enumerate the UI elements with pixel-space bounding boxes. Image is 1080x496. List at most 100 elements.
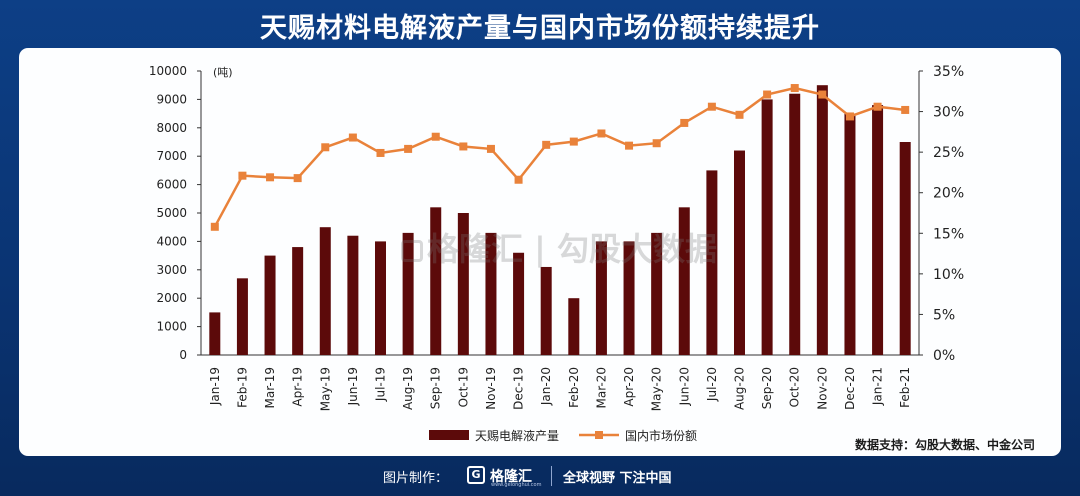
y-right-tick-label: 5% <box>933 307 955 323</box>
y-right-tick-label: 0% <box>933 348 955 364</box>
x-tick-label: Jun-19 <box>346 367 360 406</box>
share-point <box>542 140 551 149</box>
footer-brand-url: www.gelonghui.com <box>491 482 542 488</box>
y-right-tick-label: 25% <box>933 145 964 161</box>
bar <box>623 241 635 355</box>
footer-slogan: 全球视野 下注中国 <box>563 471 672 486</box>
x-tick-label: Sep-19 <box>429 367 443 409</box>
x-tick-label: Mar-20 <box>594 367 608 408</box>
share-point <box>293 174 302 183</box>
y-right-tick-label: 15% <box>933 226 964 242</box>
combo-chart: 0 1000 2000 3000 4000 5000 6000 7000 8000 9000 100… <box>149 64 964 443</box>
x-tick-label: Dec-19 <box>512 367 526 410</box>
y-left-tick-label: 5000 <box>156 206 187 220</box>
legend-bar-swatch <box>429 430 469 440</box>
legend-line-label: 国内市场份额 <box>625 428 697 443</box>
share-point <box>625 141 634 150</box>
watermark: 格隆汇 | 勾股大数据 <box>401 224 717 270</box>
bar <box>485 232 497 355</box>
share-point <box>210 222 219 231</box>
bar <box>678 207 690 355</box>
x-tick-label: Sep-20 <box>760 367 774 409</box>
share-point <box>348 133 357 142</box>
bar <box>734 150 745 355</box>
bar <box>347 235 359 355</box>
x-tick-label: Dec-20 <box>843 367 857 410</box>
footer-divider <box>551 466 552 486</box>
y-left-tick-label: 3000 <box>156 263 187 277</box>
share-point <box>707 102 716 111</box>
share-point <box>735 110 744 119</box>
bar <box>457 213 469 355</box>
x-tick-label: Feb-19 <box>235 367 249 408</box>
x-tick-label: Oct-19 <box>456 367 470 407</box>
share-point <box>873 102 882 111</box>
x-tick-label: Oct-20 <box>788 367 802 407</box>
source-note: 数据支持：勾股大数据、中金公司 <box>854 438 1035 452</box>
x-tick-label: Feb-21 <box>898 367 912 408</box>
bar <box>375 241 386 355</box>
share-point <box>818 90 827 99</box>
bar <box>568 298 580 355</box>
share-point <box>431 132 440 141</box>
share-point <box>404 144 413 153</box>
y-right-tick-label: 35% <box>933 64 964 80</box>
x-tick-label: Jan-20 <box>539 367 553 406</box>
share-line <box>213 86 906 228</box>
y-left-tick-label: 10000 <box>149 64 187 78</box>
bar <box>816 85 828 355</box>
y-left-tick-label: 2000 <box>156 291 187 305</box>
bar <box>430 207 442 355</box>
bar <box>789 93 801 355</box>
x-tick-label: Aug-19 <box>401 367 415 410</box>
bar <box>319 227 331 355</box>
x-tick-label: Aug-20 <box>733 367 747 410</box>
share-point <box>459 142 468 151</box>
y-right-tick-label: 30% <box>933 105 964 121</box>
x-tick-label: Jan-21 <box>871 367 885 406</box>
x-tick-label: Nov-20 <box>815 367 829 410</box>
share-point <box>845 112 854 121</box>
bar <box>540 266 552 355</box>
y-left-tick-label: 6000 <box>156 178 187 192</box>
share-point <box>680 118 689 127</box>
y-left-tick-label: 7000 <box>156 149 187 163</box>
legend-line-marker <box>595 431 603 439</box>
share-point <box>790 84 799 93</box>
bar <box>899 142 911 355</box>
share-point <box>597 129 606 138</box>
x-tick-label: Jun-20 <box>677 367 691 406</box>
bar <box>761 99 773 356</box>
bar <box>236 278 248 355</box>
y-left-tick-label: 0 <box>179 348 187 362</box>
x-tick-label: Jan-19 <box>208 367 222 406</box>
y-right-tick-label: 10% <box>933 267 964 283</box>
y-left-tick-label: 4000 <box>156 234 187 248</box>
footer-brand: 格隆汇 <box>490 469 532 485</box>
watermark-logo-icon <box>401 240 423 262</box>
x-tick-label: Jul-20 <box>705 367 719 402</box>
bar <box>844 113 856 355</box>
watermark-text: 勾股大数据 <box>556 230 717 268</box>
share-point <box>569 137 578 146</box>
share-point <box>763 90 772 99</box>
chart-panel: 0 1000 2000 3000 4000 5000 6000 7000 8000 9000 100… <box>19 48 1061 456</box>
page-title: 天赐材料电解液产量与国内市场份额持续提升 <box>260 13 820 44</box>
bar <box>872 105 884 355</box>
bar <box>292 247 304 355</box>
share-point <box>901 105 910 114</box>
y-unit-label: (吨) <box>213 66 233 79</box>
share-point <box>321 143 330 152</box>
bar <box>706 170 718 355</box>
watermark-brand: 格隆汇 <box>427 230 524 268</box>
footer-label: 图片制作： <box>383 471 449 486</box>
x-tick-label: Apr-20 <box>622 367 636 407</box>
x-tick-label: Apr-19 <box>291 367 305 407</box>
footer: 图片制作： G 格隆汇 www.gelonghui.com 全球视野 下注中国 <box>0 463 1080 491</box>
share-point <box>376 148 385 157</box>
gelonghui-logo-icon: G <box>467 466 485 484</box>
bar <box>209 312 221 355</box>
y-left-tick-label: 8000 <box>156 121 187 135</box>
x-tick-label: Mar-19 <box>263 367 277 408</box>
share-point <box>514 175 523 184</box>
